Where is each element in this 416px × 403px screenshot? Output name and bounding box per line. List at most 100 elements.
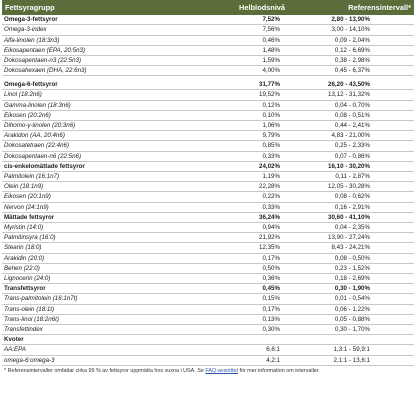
- blood-level-value: 1,19%: [162, 171, 288, 183]
- header-blood-level: Helblodsnivå: [162, 0, 288, 15]
- table-row: omega-6:omega-3 4,2:1 2,1:1 - 13,6:1: [2, 355, 414, 366]
- blood-level-value: 0,45%: [162, 283, 288, 295]
- table-row: Gamma-linolen (18:3n6) 0,12% 0,04 - 0,70%: [2, 100, 414, 111]
- table-row: Palmitinsyra (16:0) 21,92% 13,90 - 27,24%: [2, 232, 414, 244]
- blood-level-value: 31,77%: [162, 79, 288, 91]
- reference-interval-value: 0,05 - 0,88%: [288, 314, 414, 325]
- fatty-acid-name: Transfettsyror: [2, 283, 162, 295]
- fatty-acid-name: Stearin (18:0): [2, 242, 162, 254]
- reference-interval-value: 2,80 - 13,90%: [288, 15, 414, 26]
- table-row: Eikosen (20:1n9) 0,22% 0,08 - 0,62%: [2, 191, 414, 203]
- fatty-acid-name: Dokosatetraen (22:4n6): [2, 140, 162, 152]
- blood-level-value: 0,33%: [162, 202, 288, 213]
- table-row: Dokosatetraen (22:4n6) 0,85% 0,25 - 2,33%: [2, 140, 414, 152]
- blood-level-value: 9,79%: [162, 130, 288, 142]
- blood-level-value: 4,2:1: [162, 355, 288, 366]
- blood-level-value: 0,85%: [162, 140, 288, 152]
- reference-interval-value: 0,25 - 2,33%: [288, 140, 414, 152]
- blood-level-value: 0,17%: [162, 253, 288, 264]
- blood-level-value: 0,12%: [162, 100, 288, 111]
- reference-interval-value: 3,00 - 14,10%: [288, 24, 414, 36]
- footnote-text: * Referensintervaller omfattar cirka 99 …: [4, 367, 206, 374]
- reference-interval-value: 12,05 - 30,28%: [288, 181, 414, 193]
- table-row: Myristin (14:0) 0,94% 0,04 - 2,35%: [2, 222, 414, 234]
- table-row: Nervon (24:1n9) 0,33% 0,16 - 2,91%: [2, 202, 414, 213]
- reference-interval-value: 13,90 - 27,24%: [288, 232, 414, 244]
- fatty-acid-name: Trans-olein (18:1t): [2, 304, 162, 315]
- fatty-acid-name: Gamma-linolen (18:3n6): [2, 100, 162, 111]
- faq-link[interactable]: FAQ-avsnittet: [205, 367, 238, 374]
- footnote: * Referensintervaller omfattar cirka 99 …: [2, 366, 414, 375]
- blood-level-value: 19,52%: [162, 89, 288, 101]
- table-row: Arakidon (AA, 20:4n6) 9,79% 4,83 - 21,00%: [2, 130, 414, 142]
- table-row: Olein (18:1n9) 22,28% 12,05 - 30,28%: [2, 181, 414, 193]
- blood-level-value: 0,10%: [162, 110, 288, 121]
- reference-interval-value: 4,83 - 21,00%: [288, 130, 414, 142]
- table-row: Dokosapentaen-n6 (22:5n6) 0,33% 0,07 - 0,8…: [2, 151, 414, 162]
- table-row: Omega-3-index 7,56% 3,00 - 14,10%: [2, 24, 414, 36]
- blood-level-value: 0,46%: [162, 35, 288, 46]
- blood-level-value: 0,22%: [162, 191, 288, 203]
- fatty-acid-name: Dokosahexaen (DHA, 22:6n3): [2, 65, 162, 77]
- blood-level-value: 12,35%: [162, 242, 288, 254]
- table-row: Alfa-linolen (18:3n3) 0,46% 0,09 - 2,04%: [2, 35, 414, 46]
- group-row: Mättade fettsyror 36,24% 30,60 - 41,10%: [2, 212, 414, 223]
- table-row: Trans-olein (18:1t) 0,17% 0,06 - 1,22%: [2, 304, 414, 315]
- reference-interval-value: 0,18 - 2,69%: [288, 273, 414, 285]
- table-row: Dokosapentaen-n3 (22:5n3) 1,59% 0,38 - 2,9…: [2, 55, 414, 67]
- blood-level-value: 22,28%: [162, 181, 288, 193]
- table-row: Dihomo-γ-linolen (20:3n6) 1,06% 0,44 - 2,4…: [2, 120, 414, 132]
- table-row: Arakidin (20:0) 0,17% 0,08 - 0,50%: [2, 253, 414, 264]
- reference-interval-value: 0,44 - 2,41%: [288, 120, 414, 132]
- group-row: cis-enkelomättade fettsyror 24,02% 16,10 -…: [2, 161, 414, 172]
- reference-interval-value: 0,09 - 2,04%: [288, 35, 414, 46]
- fatty-acid-name: Eikosapentaen (EPA, 20:5n3): [2, 45, 162, 57]
- fatty-acid-name: cis-enkelomättade fettsyror: [2, 161, 162, 172]
- reference-interval-value: 2,1:1 - 13,6:1: [288, 355, 414, 366]
- table-body: Omega-3-fettsyror 7,52% 2,80 - 13,90% Omega…: [2, 15, 414, 366]
- group-row: Omega-6-fettsyror 31,77% 26,20 - 43,50%: [2, 79, 414, 91]
- fatty-acid-name: Palmitinsyra (16:0): [2, 232, 162, 244]
- blood-level-value: 1,48%: [162, 45, 288, 57]
- fatty-acid-name: Linol (18:2n6): [2, 89, 162, 101]
- fatty-acid-name: Dihomo-γ-linolen (20:3n6): [2, 120, 162, 132]
- table-row: Trans-palmitolein (16:1n7t) 0,15% 0,01 - 0…: [2, 293, 414, 305]
- reference-interval-value: 0,16 - 2,91%: [288, 202, 414, 213]
- reference-interval-value: 13,12 - 31,32%: [288, 89, 414, 101]
- fatty-acid-name: Mättade fettsyror: [2, 212, 162, 223]
- blood-level-value: 0,33%: [162, 151, 288, 162]
- fatty-acid-name: Behen (22:0): [2, 263, 162, 274]
- table-row: Eikosen (20:2n6) 0,10% 0,08 - 0,51%: [2, 110, 414, 121]
- fatty-acid-report: Fettsyragrupp Helblodsnivå Referensinter…: [2, 0, 414, 375]
- group-row: Kvoter: [2, 334, 414, 346]
- table-row: AA:EPA 6,6:1 1,3:1 - 59,9:1: [2, 344, 414, 356]
- blood-level-value: 1,06%: [162, 120, 288, 132]
- reference-interval-value: 0,08 - 0,51%: [288, 110, 414, 121]
- fatty-acid-name: Omega-6-fettsyror: [2, 79, 162, 91]
- reference-interval-value: 0,01 - 0,54%: [288, 293, 414, 305]
- footnote-text-end: för mer information om intervaller.: [238, 367, 320, 374]
- fatty-acid-name: Omega-3-index: [2, 24, 162, 36]
- blood-level-value: 0,17%: [162, 304, 288, 315]
- fatty-acid-name: Lignocerin (24:0): [2, 273, 162, 285]
- fatty-acid-name: Arakidon (AA, 20:4n6): [2, 130, 162, 142]
- reference-interval-value: 0,30 - 1,70%: [288, 324, 414, 336]
- fatty-acid-name: Nervon (24:1n9): [2, 202, 162, 213]
- table-row: Trans-linol (18:2n6t) 0,13% 0,05 - 0,88%: [2, 314, 414, 325]
- fatty-acid-name: Omega-3-fettsyror: [2, 15, 162, 26]
- blood-level-value: 0,15%: [162, 293, 288, 305]
- blood-level-value: 21,92%: [162, 232, 288, 244]
- blood-level-value: 0,94%: [162, 222, 288, 234]
- reference-interval-value: 0,38 - 2,98%: [288, 55, 414, 67]
- blood-level-value: 7,52%: [162, 15, 288, 26]
- table-row: Linol (18:2n6) 19,52% 13,12 - 31,32%: [2, 89, 414, 101]
- reference-interval-value: 0,08 - 0,62%: [288, 191, 414, 203]
- reference-interval-value: 0,45 - 6,37%: [288, 65, 414, 77]
- table-row: Lignocerin (24:0) 0,36% 0,18 - 2,69%: [2, 273, 414, 285]
- fatty-acid-name: Dokosapentaen-n3 (22:5n3): [2, 55, 162, 67]
- fatty-acid-name: Olein (18:1n9): [2, 181, 162, 193]
- reference-interval-value: [288, 334, 414, 346]
- reference-interval-value: 30,60 - 41,10%: [288, 212, 414, 223]
- fatty-acid-name: Palmitolein (16:1n7): [2, 171, 162, 183]
- group-row: Transfettsyror 0,45% 0,30 - 1,90%: [2, 283, 414, 295]
